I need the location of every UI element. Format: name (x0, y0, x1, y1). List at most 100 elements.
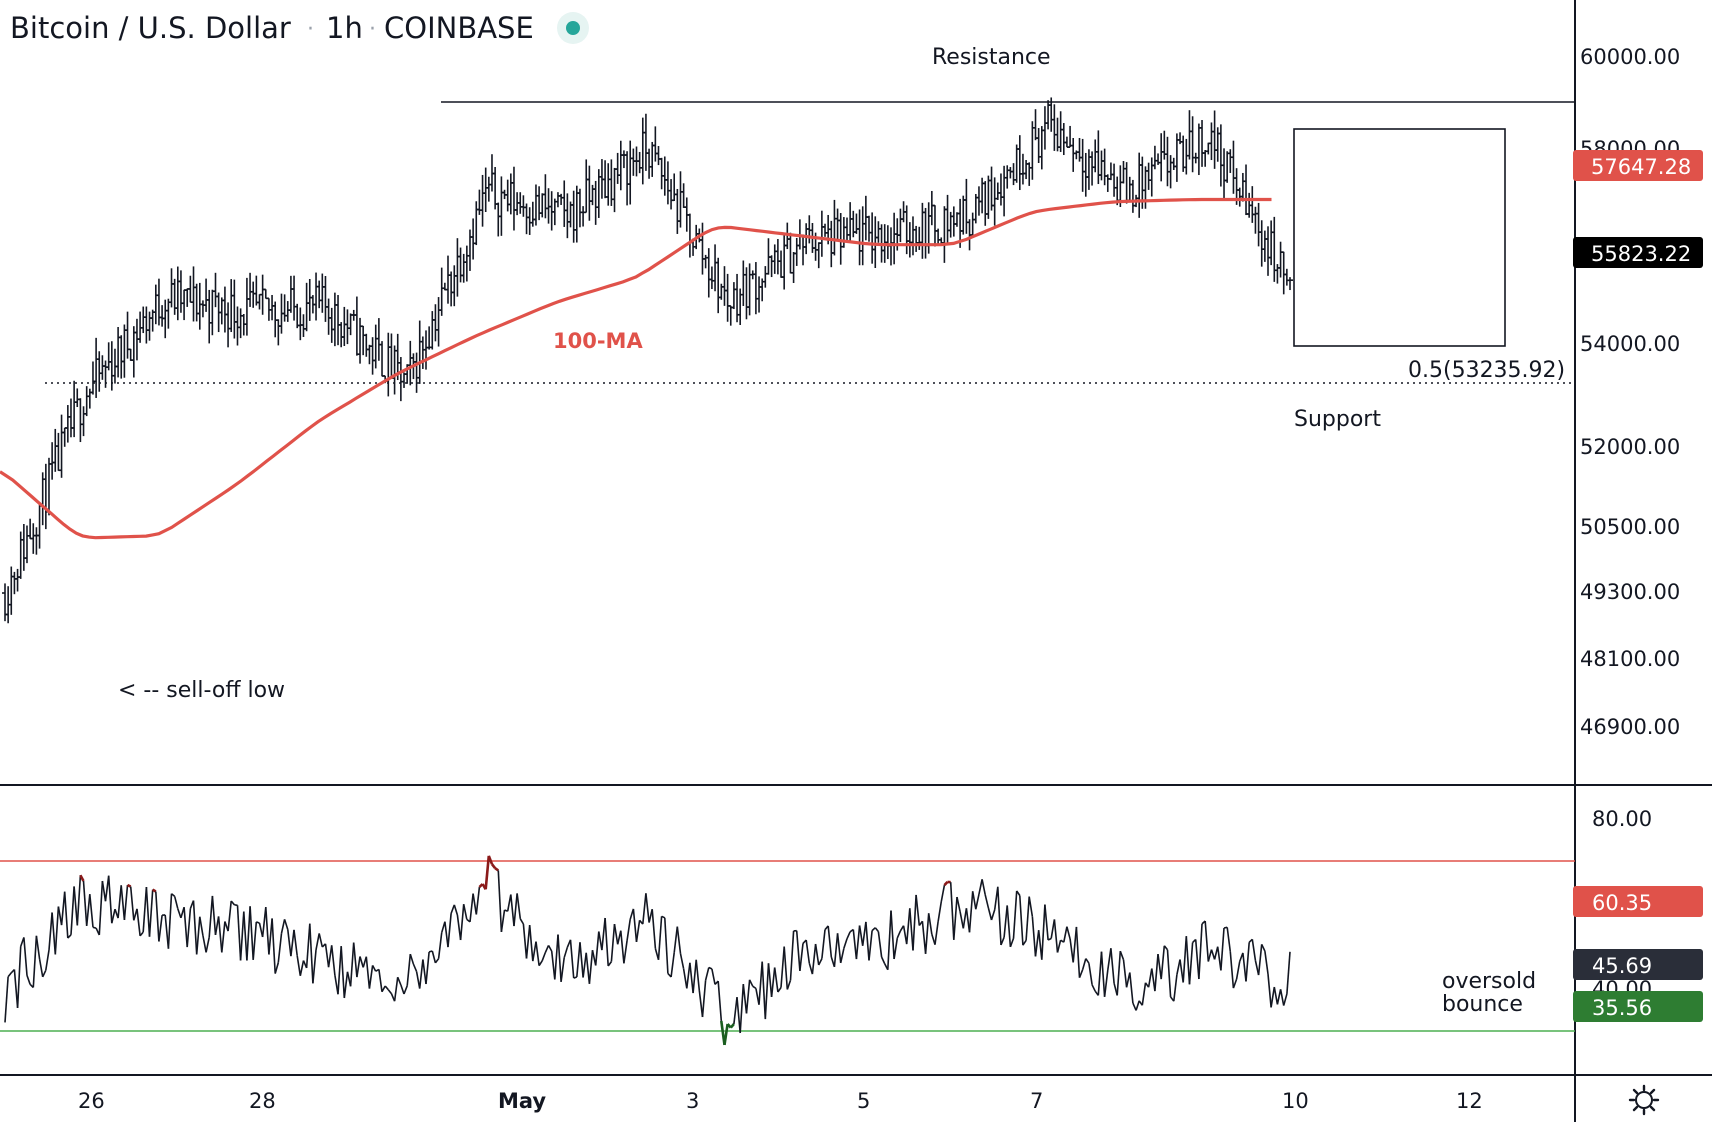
rsi-segment (868, 930, 873, 961)
price-bar (379, 341, 386, 377)
symbol-title[interactable]: Bitcoin / U.S. Dollar (10, 11, 291, 45)
rsi-segment (54, 906, 60, 955)
highlight-box[interactable] (1293, 128, 1506, 347)
rsi-segment (1188, 942, 1194, 985)
price-bar (1221, 148, 1228, 200)
price-bar (1054, 117, 1061, 152)
price-bar (847, 202, 854, 243)
price-bar (661, 156, 668, 196)
rsi-segment (431, 950, 437, 964)
price-bar (231, 279, 238, 339)
price-bar (1010, 163, 1017, 186)
rsi-segment (249, 906, 254, 960)
price-bar (702, 254, 709, 269)
rsi-segment (1078, 969, 1084, 978)
ma-line[interactable] (0, 197, 1272, 540)
rsi-value: 45.69 (1592, 954, 1652, 978)
rsi-segment (940, 885, 946, 902)
rsi-segment (343, 971, 349, 999)
price-bar (617, 140, 624, 191)
rsi-segment (111, 909, 116, 924)
rsi-segment (274, 962, 280, 974)
price-bar (561, 180, 568, 227)
price-bar (316, 280, 323, 309)
price-bar (438, 267, 445, 316)
price-bar (328, 307, 335, 343)
rsi-segment (679, 953, 685, 969)
price-bar (495, 202, 502, 237)
price-bar (1268, 220, 1275, 266)
price-bar (822, 223, 829, 237)
price-bar (614, 152, 621, 184)
price-bar (715, 257, 722, 314)
rsi-segment (381, 985, 386, 993)
rsi-segment (981, 879, 986, 895)
rsi-segment (1006, 905, 1012, 947)
rsi-segment (937, 901, 943, 922)
price-bar (64, 405, 71, 443)
rsi-segment (783, 946, 789, 990)
rsi-segment (299, 960, 305, 976)
rsi-segment (1173, 974, 1178, 1002)
price-pane[interactable]: Resistance Support 100-MA 0.5(53235.92) … (0, 45, 1575, 703)
time-axis[interactable]: 26 28 May 3 5 7 10 12 (78, 1089, 1483, 1113)
rsi-segment (962, 908, 968, 929)
rsi-segment (708, 966, 713, 970)
rsi-segment (676, 926, 682, 954)
rsi-segment (164, 914, 170, 949)
rsi-segment (327, 945, 333, 968)
rsi-segment (67, 934, 72, 939)
rsi-axis[interactable]: 80.00 40.00 60.35 45.69 35.56 (1573, 807, 1703, 1022)
price-bar (787, 232, 794, 274)
price-bar (1164, 136, 1171, 187)
rsi-segment (795, 930, 801, 971)
price-bar (237, 308, 244, 339)
rsi-segment (1286, 951, 1291, 994)
price-bar (225, 302, 232, 348)
price-bar (256, 293, 263, 310)
price-bar (1202, 150, 1209, 167)
rsi-segment (695, 959, 701, 991)
header-separator: · (369, 17, 376, 42)
rsi-segment (356, 956, 361, 978)
rsi-segment (403, 985, 408, 995)
rsi-pane[interactable]: oversold bounce (0, 855, 1575, 1046)
price-bar (828, 220, 835, 268)
settings-gear-icon[interactable] (1628, 1084, 1660, 1116)
price-bar (916, 226, 923, 250)
time-tick: 7 (1030, 1089, 1043, 1113)
exchange-label[interactable]: COINBASE (384, 11, 534, 45)
rsi-segment (199, 916, 204, 936)
price-bar (49, 442, 56, 480)
rsi-segment (371, 965, 377, 972)
rsi-segment (456, 914, 462, 941)
price-bar (168, 268, 175, 308)
price-bar (721, 266, 728, 306)
rsi-segment (921, 921, 927, 954)
price-bar (768, 255, 775, 278)
rsi-segment (563, 946, 569, 958)
rsi-segment (657, 916, 663, 960)
price-bar (397, 357, 404, 402)
interval-label[interactable]: 1h (326, 11, 363, 45)
price-bar (963, 178, 970, 234)
price-bar (52, 428, 59, 472)
price-bar (419, 336, 426, 369)
price-bar (573, 185, 580, 243)
price-axis[interactable]: 60000.00 58000.00 54000.00 52000.00 5050… (1573, 45, 1703, 739)
price-bar (105, 342, 112, 371)
rsi-segment (136, 908, 141, 936)
rsi-segment (956, 896, 961, 912)
rsi-segment (839, 948, 845, 964)
price-bar (1224, 151, 1231, 183)
price-bar (388, 333, 395, 379)
price-bar (1070, 137, 1077, 172)
rsi-upper-value: 60.35 (1592, 891, 1652, 915)
rsi-segment (139, 931, 144, 937)
rsi-segment (129, 886, 135, 921)
price-bar (159, 305, 166, 327)
price-bar (228, 279, 235, 333)
price-bar (1007, 167, 1014, 179)
rsi-segment (692, 959, 697, 994)
price-bar (906, 222, 913, 258)
